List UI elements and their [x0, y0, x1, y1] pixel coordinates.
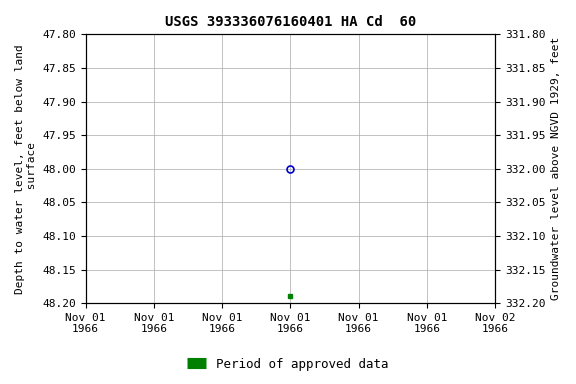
Legend: Period of approved data: Period of approved data [183, 353, 393, 376]
Y-axis label: Depth to water level, feet below land
 surface: Depth to water level, feet below land su… [15, 44, 37, 294]
Y-axis label: Groundwater level above NGVD 1929, feet: Groundwater level above NGVD 1929, feet [551, 37, 561, 300]
Title: USGS 393336076160401 HA Cd  60: USGS 393336076160401 HA Cd 60 [165, 15, 416, 29]
